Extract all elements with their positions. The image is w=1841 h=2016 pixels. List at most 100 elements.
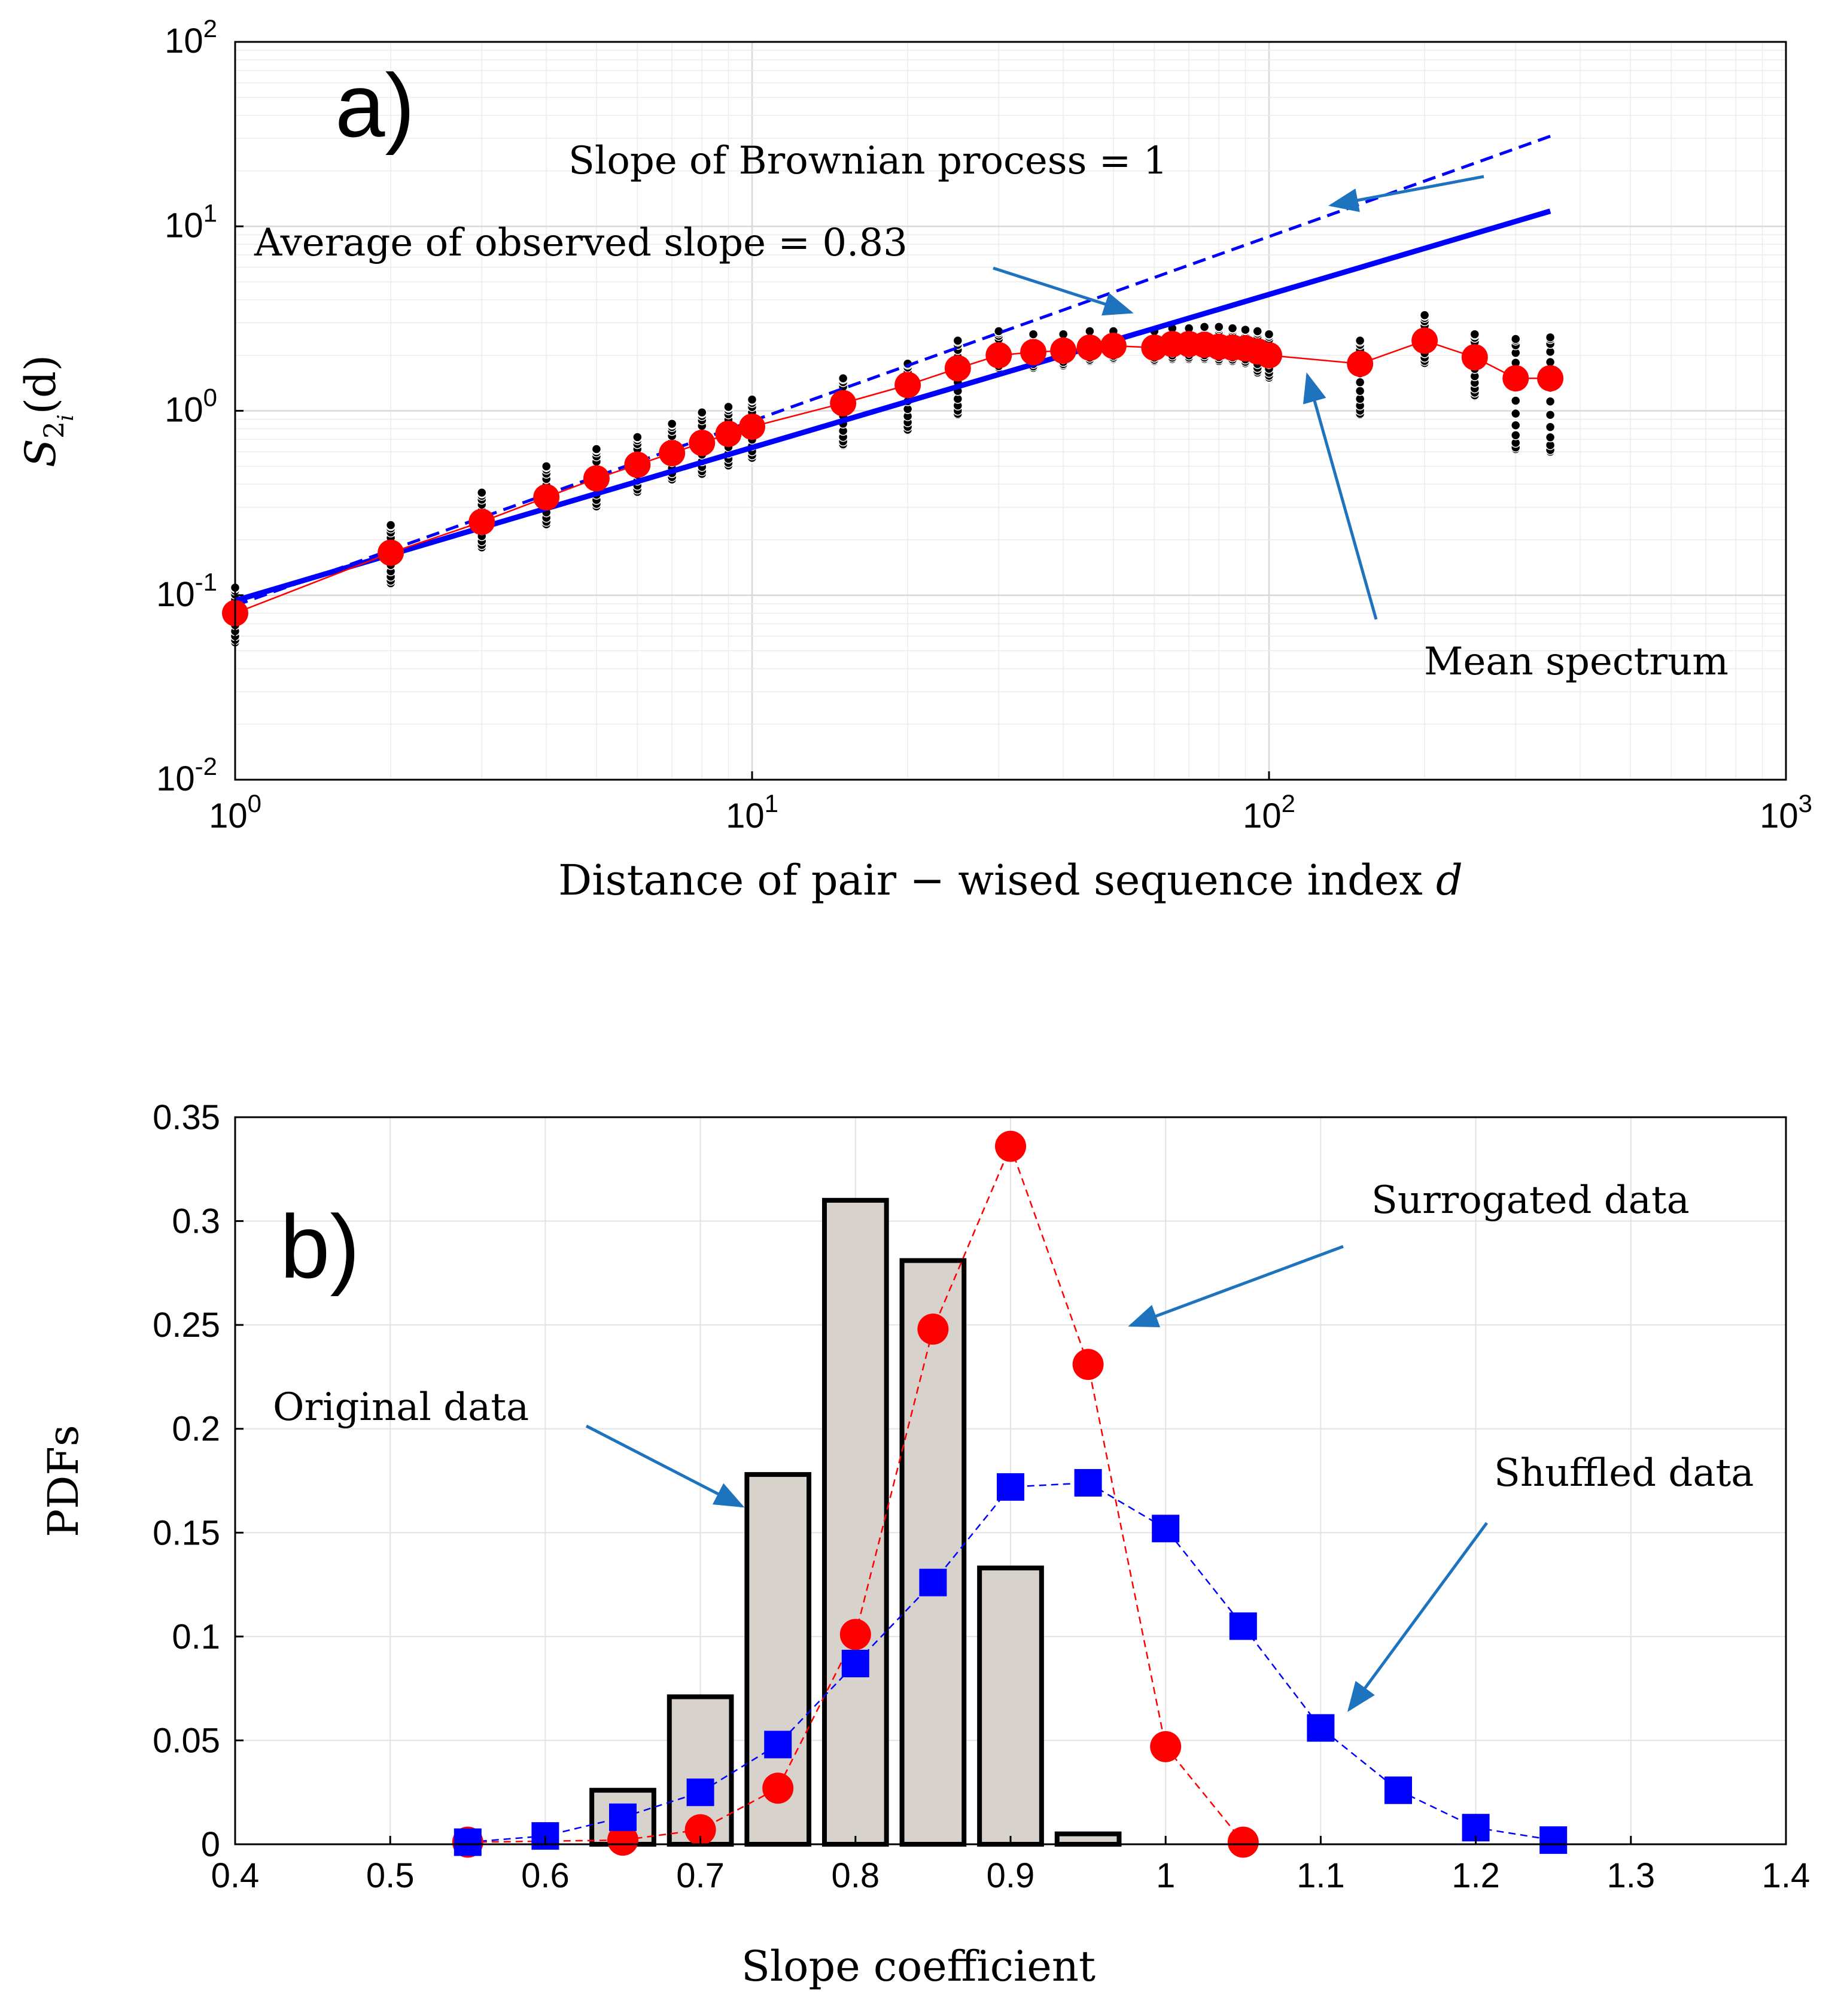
observed-slope-line (234, 208, 1551, 604)
mean-spectrum-point (1100, 332, 1127, 359)
arrow-brownian-slope (1328, 175, 1484, 212)
mean-spectrum-point (739, 413, 765, 440)
mean-spectrum-point (1502, 365, 1529, 392)
surrogated-data-point (1072, 1349, 1104, 1381)
mean-spectrum-point (533, 484, 560, 510)
spectrum-scatter-point (838, 373, 848, 384)
panel-b-markers (452, 1130, 1568, 1858)
shuffled-data-line (467, 1482, 1554, 1843)
mean-spectrum-point (830, 390, 857, 416)
spectrum-scatter-point (1510, 430, 1521, 440)
spectrum-scatter-point (953, 336, 963, 346)
surrogated-data-point (684, 1814, 716, 1845)
spectrum-scatter-point (1510, 408, 1521, 419)
spectrum-scatter-point (1227, 323, 1238, 333)
x-tick-label: 0.6 (521, 1856, 570, 1895)
spectrum-scatter-point (541, 461, 552, 472)
spectrum-scatter-point (667, 419, 677, 429)
spectrum-scatter-point (476, 488, 487, 498)
spectrum-scatter-point (385, 520, 396, 530)
x-tick-label: 1.1 (1297, 1856, 1345, 1895)
spectrum-scatter-point (1419, 310, 1430, 320)
mean-spectrum-point (1256, 342, 1282, 369)
brownian-slope-line (235, 135, 1551, 607)
annotation-brownian-slope: Slope of Brownian process = 1 (568, 139, 1167, 183)
mean-spectrum-point (689, 430, 716, 457)
spectrum-scatter-point (1545, 432, 1556, 443)
x-tick-label: 1 (1156, 1856, 1175, 1895)
x-tick-label: 102 (1243, 789, 1295, 835)
panel-a-y-axis-label: S2i(d) (16, 355, 78, 467)
shuffled-data-point (454, 1828, 482, 1856)
spectrum-scatter-point (1028, 329, 1039, 339)
mean-spectrum-point (1461, 344, 1488, 371)
annotation-mean-spectrum: Mean spectrum (1424, 640, 1729, 684)
spectrum-scatter-point (1510, 396, 1521, 406)
y-tick-label: 10-1 (156, 568, 217, 614)
mean-spectrum-point (1537, 365, 1564, 392)
arrow-observed-slope (993, 266, 1134, 316)
mean-spectrum-point (1076, 334, 1103, 361)
spectrum-scatter-point (1252, 326, 1263, 336)
y-tick-label: 0.05 (153, 1721, 220, 1760)
shuffled-data-point (1229, 1612, 1257, 1640)
y-tick-label: 10-2 (156, 752, 217, 798)
x-tick-label: 101 (726, 789, 778, 835)
surrogated-data-line (467, 1144, 1244, 1843)
spectrum-scatter-point (747, 394, 757, 405)
arrow-original-data (585, 1424, 745, 1508)
spectrum-scatter-point (1355, 386, 1365, 396)
shuffled-data-point (1152, 1515, 1180, 1543)
surrogated-data-point (839, 1619, 871, 1650)
surrogated-data-point (995, 1130, 1026, 1162)
y-tick-label: 0.15 (153, 1513, 220, 1552)
annotation-surrogated-data: Surrogated data (1371, 1178, 1690, 1223)
arrow-mean-spectrum (1303, 372, 1378, 620)
shuffled-data-point (609, 1803, 637, 1831)
surrogated-data-point (1227, 1826, 1259, 1858)
original-data-bar (977, 1565, 1044, 1847)
spectrum-scatter-point (1214, 322, 1224, 332)
mean-spectrum-point (944, 355, 971, 382)
spectrum-scatter-point (1469, 329, 1480, 339)
spectrum-scatter-point (1240, 324, 1250, 335)
x-tick-label: 1.3 (1606, 1856, 1655, 1895)
y-tick-label: 0.3 (172, 1202, 220, 1241)
panel-b-label: b) (280, 1196, 360, 1297)
panel-b-series-lines (467, 1144, 1554, 1843)
mean-spectrum-point (583, 465, 610, 492)
panel-a-marks (222, 135, 1564, 649)
spectrum-scatter-point (1199, 322, 1210, 332)
spectrum-scatter-point (591, 444, 602, 454)
spectrum-scatter-point (1545, 409, 1556, 420)
annotation-original-data: Original data (273, 1385, 529, 1430)
y-tick-label: 101 (165, 199, 217, 245)
y-tick-label: 0.35 (153, 1098, 220, 1137)
panel-b-x-axis-label: Slope coefficient (741, 1942, 1096, 1991)
mean-spectrum-point (1020, 339, 1047, 366)
shuffled-data-point (919, 1568, 947, 1597)
annotation-observed-slope: Average of observed slope = 0.83 (254, 221, 908, 265)
panel-a-chart: 100 101 102 103 10-2 10-1 100 101 102 a) Slope o… (16, 14, 1812, 905)
mean-spectrum-point (468, 509, 495, 536)
mean-spectrum-point (624, 451, 651, 478)
x-tick-label: 0.4 (211, 1856, 260, 1895)
spectrum-scatter-point (1355, 336, 1365, 346)
mean-spectrum-line (235, 339, 1551, 614)
spectrum-scatter-point (1510, 420, 1521, 431)
original-data-bar (744, 1472, 812, 1847)
x-tick-label: 1.4 (1762, 1856, 1810, 1895)
panel-a-tick-labels: 100 101 102 103 10-2 10-1 100 101 102 (156, 14, 1812, 835)
spectrum-scatter-point (1545, 332, 1556, 343)
shuffled-data-point (686, 1778, 714, 1807)
spectrum-scatter-point (1545, 422, 1556, 432)
shuffled-data-point (1074, 1468, 1102, 1497)
mean-spectrum-point (1411, 327, 1438, 354)
y-tick-label: 0.1 (172, 1617, 220, 1656)
spectrum-scatter-point (697, 407, 707, 418)
y-tick-label: 102 (165, 14, 217, 60)
spectrum-scatter-point (1085, 326, 1095, 336)
panel-b-bars (589, 1197, 1122, 1847)
x-tick-label: 103 (1760, 789, 1812, 835)
